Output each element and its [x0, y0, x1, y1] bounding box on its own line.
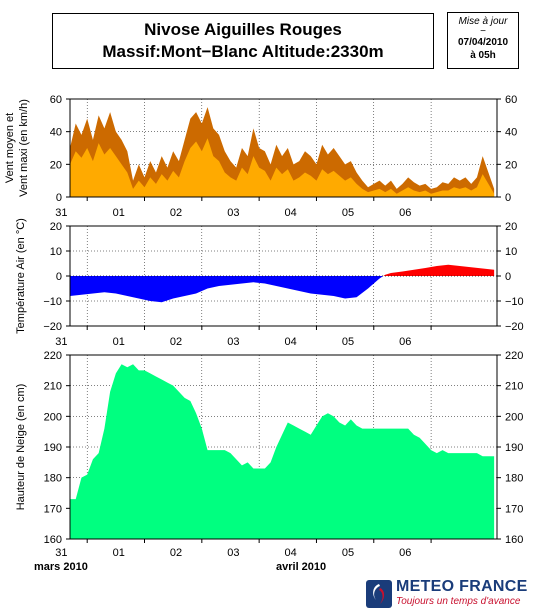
update-label: Mise à jour	[458, 16, 508, 27]
ytick-label-right: 180	[505, 473, 523, 485]
xtick-label: 01	[113, 207, 125, 219]
ytick-label-left: 220	[44, 350, 62, 362]
ytick-label-right: 190	[505, 442, 523, 454]
xtick-label: 01	[113, 547, 125, 559]
ytick-label-left: −20	[43, 321, 62, 333]
ytick-label-left: 0	[56, 192, 62, 204]
xtick-label: 03	[227, 207, 239, 219]
ytick-label-right: −10	[505, 296, 524, 308]
ytick-label-right: 160	[505, 534, 523, 546]
ytick-label-left: 10	[50, 246, 62, 258]
series-wind-mean	[70, 138, 495, 197]
xtick-label: 06	[399, 207, 411, 219]
meteo-france-logo: METEO FRANCE Toujours un temps d'avance	[366, 578, 530, 608]
xtick-label: 31	[55, 547, 67, 559]
ytick-label-left: 0	[56, 271, 62, 283]
xtick-label: 05	[342, 547, 354, 559]
ytick-label-right: 170	[505, 503, 523, 515]
logo-tagline: Toujours un temps d'avance	[396, 596, 521, 607]
series-temperature-negative	[70, 276, 495, 303]
xtick-label: 05	[342, 207, 354, 219]
xtick-label: 05	[342, 336, 354, 348]
update-time: à 05h	[470, 50, 496, 61]
chart-title-line2: Massif:Mont−Blanc Altitude:2330m	[102, 42, 384, 61]
xtick-label: 31	[55, 336, 67, 348]
series-snow-depth	[70, 364, 495, 539]
ytick-label-right: 200	[505, 411, 523, 423]
ytick-label-left: 190	[44, 442, 62, 454]
xtick-label: 04	[285, 207, 297, 219]
ytick-label-left: 60	[50, 94, 62, 106]
xtick-label: 03	[227, 547, 239, 559]
plot-frame	[69, 98, 498, 198]
ytick-label-right: 10	[505, 246, 517, 258]
meteo-france-logo-icon	[366, 580, 392, 608]
ytick-label-left: 160	[44, 534, 62, 546]
xtick-label: 04	[285, 336, 297, 348]
ytick-label-right: 210	[505, 381, 523, 393]
ytick-label-right: 0	[505, 271, 511, 283]
chart-temperature: −20 −20 −10 −10 0 0 10 10 20 20 31 01 02 03 04 05 06 Temp…	[15, 218, 524, 348]
y-axis-label: Vent maxi (en km/h)	[18, 99, 30, 197]
ytick-label-left: 20	[50, 221, 62, 233]
ytick-label-right: 60	[505, 94, 517, 106]
xtick-label: 04	[285, 547, 297, 559]
title-box: Nivose Aiguilles Rouges Massif:Mont−Blan…	[52, 13, 434, 69]
y-axis-label: Température Air (en °C)	[15, 218, 27, 334]
ytick-label-left: 170	[44, 503, 62, 515]
ytick-label-right: 20	[505, 221, 517, 233]
y-axis-label: Hauteur de Neige (en cm)	[15, 384, 27, 511]
update-dash: −	[480, 26, 486, 37]
ytick-label-left: 200	[44, 411, 62, 423]
ytick-label-left: 40	[50, 127, 62, 139]
ytick-label-right: 220	[505, 350, 523, 362]
ytick-label-left: 20	[50, 159, 62, 171]
xtick-label: 01	[113, 336, 125, 348]
chart-wind: 0 0 20 20 40 40 60 60 31 01 02 03 04 05 06 Vent moyen e…	[4, 94, 517, 219]
xtick-label: 31	[55, 207, 67, 219]
update-date: 07/04/2010	[457, 37, 509, 48]
xtick-label: 03	[227, 336, 239, 348]
update-box: Mise à jour − 07/04/2010 à 05h	[447, 12, 519, 69]
y-axis-label: Vent moyen et	[4, 113, 16, 183]
month-label-march: mars 2010	[34, 561, 88, 573]
xtick-label: 06	[399, 336, 411, 348]
ytick-label-left: 210	[44, 381, 62, 393]
xtick-label: 02	[170, 336, 182, 348]
chart-title-line1: Nivose Aiguilles Rouges	[144, 20, 342, 39]
ytick-label-right: −20	[505, 321, 524, 333]
chart-snow: 160 160 170 170 180 180 190 190 200 200 210 210 220 2…	[15, 350, 523, 559]
ytick-label-right: 40	[505, 127, 517, 139]
ytick-label-right: 20	[505, 159, 517, 171]
xtick-label: 02	[170, 547, 182, 559]
logo-name: METEO FRANCE	[396, 578, 528, 595]
xtick-label: 06	[399, 547, 411, 559]
month-label-april: avril 2010	[276, 561, 327, 573]
series-temperature-positive	[70, 264, 495, 276]
ytick-label-right: 0	[505, 192, 511, 204]
ytick-label-left: 180	[44, 473, 62, 485]
xtick-label: 02	[170, 207, 182, 219]
ytick-label-left: −10	[43, 296, 62, 308]
